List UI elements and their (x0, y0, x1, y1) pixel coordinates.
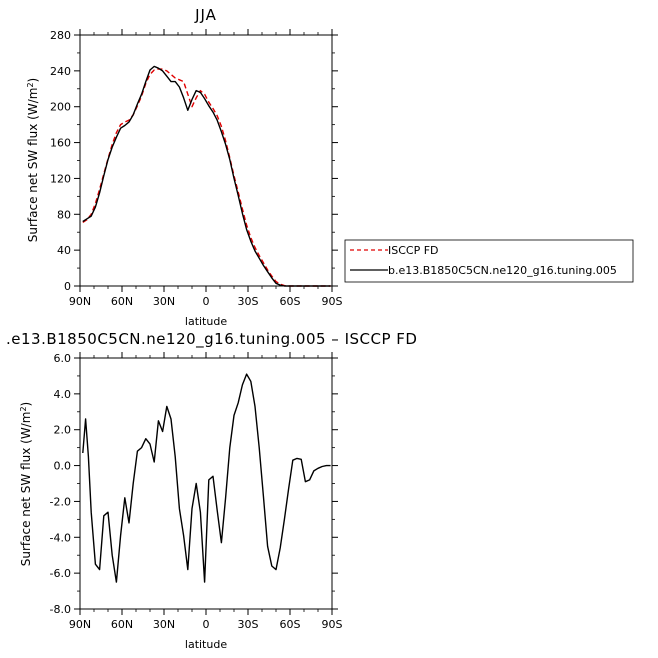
top-x-tick-label: 30S (238, 295, 259, 308)
top-series-line-1 (82, 65, 331, 287)
top-x-axis: 90N 60N 30N 0 30S 60S 90S (69, 29, 343, 308)
top-chart-title: JJA (194, 6, 217, 24)
legend-box (344, 239, 634, 283)
bottom-panel: .e13.B1850C5CN.ne120_g16.tuning.005 – IS… (6, 330, 417, 651)
bottom-y-tick-label: 6.0 (54, 352, 72, 365)
bottom-y-tick-label: 0.0 (54, 460, 72, 473)
top-x-tick-label: 0 (203, 295, 210, 308)
bottom-y-tick-label: -8.0 (50, 603, 71, 616)
top-x-tick-label: 90N (69, 295, 91, 308)
top-x-tick-label: 60S (280, 295, 301, 308)
top-y-tick-label: 240 (50, 65, 71, 78)
legend-label-model: b.e13.B1850C5CN.ne120_g16.tuning.005 (388, 264, 617, 277)
bottom-x-tick-label: 60S (280, 618, 301, 631)
legend: ISCCP FD b.e13.B1850C5CN.ne120_g16.tunin… (344, 239, 634, 283)
bottom-x-tick-label: 0 (203, 618, 210, 631)
bottom-y-tick-label: -2.0 (50, 495, 71, 508)
bottom-y-tick-label: -4.0 (50, 531, 71, 544)
bottom-y-tick-label: 2.0 (54, 424, 72, 437)
bottom-x-tick-label: 30S (238, 618, 259, 631)
bottom-y-tick-label: 4.0 (54, 388, 72, 401)
top-x-tick-label: 60N (111, 295, 133, 308)
top-y-tick-label: 40 (57, 244, 71, 257)
top-series-layer (82, 65, 331, 287)
bottom-y-axis-label: Surface net SW flux (W/m2) (19, 402, 34, 566)
top-y-tick-label: 160 (50, 137, 71, 150)
top-panel: JJA 90N 60N 30N 0 30S 60S 90S 0 40 80 120 160 200 24… (26, 6, 634, 328)
bottom-x-axis: 90N 60N 30N 0 30S 60S 90S (69, 352, 343, 631)
bottom-chart-title: .e13.B1850C5CN.ne120_g16.tuning.005 – IS… (6, 330, 417, 349)
top-x-axis-label: latitude (185, 315, 227, 328)
top-y-tick-label: 120 (50, 172, 71, 185)
top-plot-frame (79, 34, 333, 287)
bottom-x-tick-label: 60N (111, 618, 133, 631)
top-y-tick-label: 80 (57, 208, 71, 221)
bottom-x-tick-label: 30N (153, 618, 175, 631)
top-y-axis-label: Surface net SW flux (W/m2) (26, 78, 41, 242)
top-y-axis: 0 40 80 120 160 200 240 280 (50, 29, 338, 293)
top-x-tick-label: 90S (322, 295, 343, 308)
bottom-series-layer (82, 373, 331, 583)
bottom-y-axis: -8.0 -6.0 -4.0 -2.0 0.0 2.0 4.0 6.0 (50, 352, 338, 616)
legend-label-isccp: ISCCP FD (388, 244, 439, 257)
bottom-y-tick-label: -6.0 (50, 567, 71, 580)
top-y-tick-label: 280 (50, 29, 71, 42)
top-y-tick-label: 0 (64, 280, 71, 293)
bottom-x-tick-label: 90N (69, 618, 91, 631)
top-y-tick-label: 200 (50, 101, 71, 114)
bottom-x-axis-label: latitude (185, 638, 227, 651)
top-x-tick-label: 30N (153, 295, 175, 308)
bottom-x-tick-label: 90S (322, 618, 343, 631)
bottom-series-line-0 (82, 373, 331, 583)
